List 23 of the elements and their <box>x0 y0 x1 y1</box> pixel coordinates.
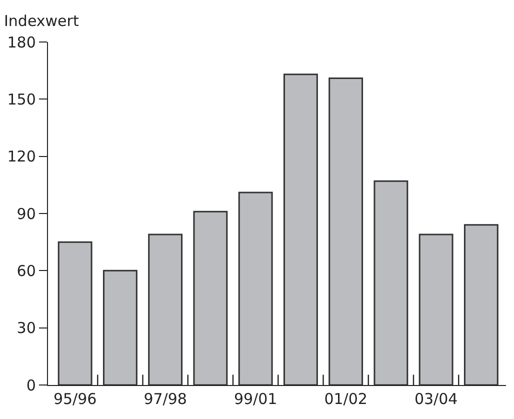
y-tick-label: 120 <box>7 148 36 166</box>
y-tick-label: 30 <box>16 319 36 338</box>
bar <box>193 210 228 385</box>
y-tick-label: 180 <box>7 33 36 52</box>
y-tick-label: 60 <box>16 262 36 280</box>
bar <box>283 74 318 385</box>
bar <box>328 77 364 385</box>
y-tick-label: 0 <box>26 376 36 394</box>
x-tick-label: 99/01 <box>234 390 278 408</box>
bar <box>148 234 183 385</box>
x-tick-label: 03/04 <box>414 390 458 408</box>
y-axis-title: Indexwert <box>4 12 79 30</box>
y-tick-label: 150 <box>7 90 36 108</box>
bar <box>238 192 273 385</box>
bar <box>418 234 454 385</box>
bar <box>374 180 408 385</box>
x-tick-label: 97/98 <box>144 390 187 408</box>
y-tick-label: 90 <box>16 204 36 223</box>
bar <box>464 224 498 385</box>
x-tick-label: 95/96 <box>53 390 97 408</box>
bar <box>102 270 138 385</box>
x-tick-label: 01/02 <box>324 390 368 408</box>
bar <box>58 241 92 385</box>
